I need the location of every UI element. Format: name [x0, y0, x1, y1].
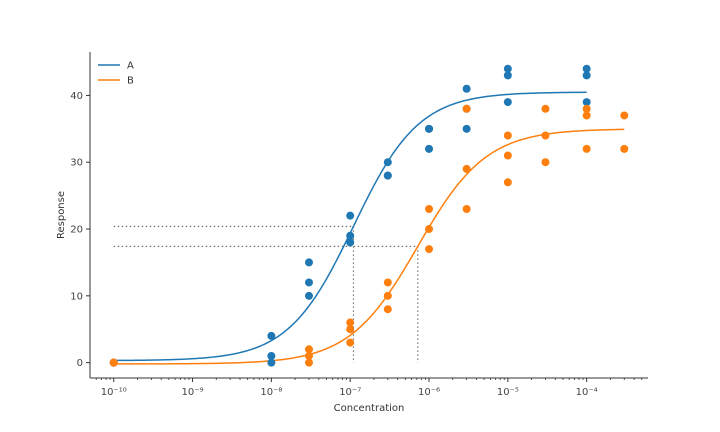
data-point-a: [503, 64, 512, 73]
x-axis-label: Concentration: [334, 403, 405, 414]
data-point-b: [582, 104, 591, 113]
y-tick-label: 40: [70, 91, 83, 102]
x-tick-label: 10⁻⁴: [576, 387, 598, 398]
x-tick-label: 10⁻¹⁰: [101, 387, 127, 398]
data-point-a: [267, 351, 276, 360]
data-point-a: [346, 238, 355, 247]
data-point-a: [383, 171, 392, 180]
legend-label-a: A: [127, 61, 134, 72]
data-point-b: [304, 345, 313, 354]
data-point-a: [582, 71, 591, 80]
data-point-b: [541, 104, 550, 113]
x-tick-label: 10⁻⁹: [182, 387, 204, 398]
data-point-b: [346, 338, 355, 347]
data-point-a: [304, 278, 313, 287]
data-point-b: [383, 291, 392, 300]
data-point-a: [267, 358, 276, 367]
data-point-b: [620, 111, 629, 120]
data-point-b: [109, 358, 118, 367]
data-point-a: [582, 98, 591, 107]
data-point-a: [425, 144, 434, 153]
data-point-a: [346, 231, 355, 240]
axes: 10⁻¹⁰ 10⁻⁹ 10⁻⁸ 10⁻⁷ 10⁻⁶ 10⁻⁵ 10⁻⁴ 010203040 …: [56, 52, 648, 414]
x-ticks: 10⁻¹⁰ 10⁻⁹ 10⁻⁸ 10⁻⁷ 10⁻⁶ 10⁻⁵ 10⁻⁴: [95, 378, 643, 398]
data-point-b: [425, 204, 434, 213]
data-point-b: [383, 278, 392, 287]
data-point-b: [503, 178, 512, 187]
data-point-a: [304, 291, 313, 300]
data-point-a: [462, 124, 471, 133]
y-axis-label: Response: [56, 191, 67, 239]
data-point-b: [346, 325, 355, 334]
data-point-b: [425, 245, 434, 254]
data-point-b: [346, 318, 355, 327]
x-tick-label: 10⁻⁶: [418, 387, 440, 398]
data-point-a: [503, 71, 512, 80]
data-point-b: [462, 164, 471, 173]
data-point-a: [582, 64, 591, 73]
data-point-b: [462, 204, 471, 213]
data-point-a: [383, 158, 392, 167]
data-points: [109, 64, 629, 367]
legend-label-b: B: [127, 76, 134, 87]
data-point-b: [620, 144, 629, 153]
x-tick-label: 10⁻⁷: [339, 387, 361, 398]
data-point-b: [425, 225, 434, 234]
data-point-b: [462, 104, 471, 113]
data-point-b: [541, 131, 550, 140]
data-point-a: [425, 124, 434, 133]
data-point-b: [503, 131, 512, 140]
data-point-a: [346, 211, 355, 220]
data-point-a: [503, 98, 512, 107]
data-point-b: [304, 358, 313, 367]
fit-curve-b: [113, 128, 625, 365]
x-tick-label: 10⁻⁸: [260, 387, 282, 398]
data-point-a: [304, 258, 313, 267]
y-tick-label: 10: [70, 291, 83, 302]
data-point-b: [383, 305, 392, 314]
data-point-b: [582, 111, 591, 120]
y-tick-label: 0: [77, 358, 83, 369]
data-point-b: [304, 351, 313, 360]
y-tick-label: 30: [70, 158, 83, 169]
data-point-a: [267, 331, 276, 340]
data-point-b: [582, 144, 591, 153]
reference-lines: [113, 225, 419, 363]
data-point-b: [503, 151, 512, 160]
y-tick-label: 20: [70, 225, 83, 236]
data-point-a: [462, 84, 471, 93]
y-ticks: 0 10 20 30 40: [70, 91, 90, 369]
data-point-b: [541, 158, 550, 167]
legend: A B: [98, 61, 134, 87]
x-tick-label: 10⁻⁵: [497, 387, 519, 398]
